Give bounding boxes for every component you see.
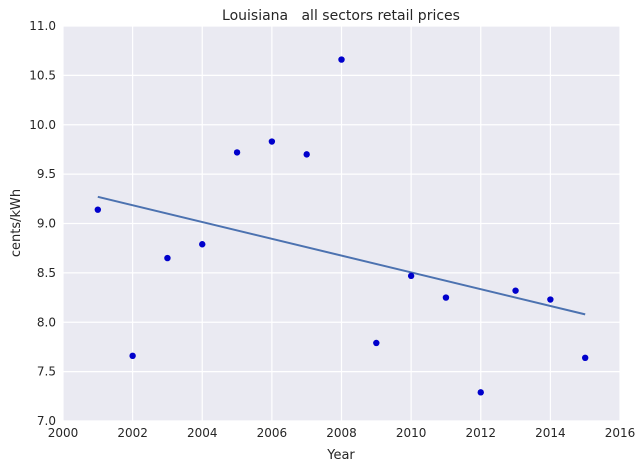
y-tick-label: 10.5	[29, 68, 56, 82]
data-point	[442, 294, 450, 301]
x-tick-label: 2008	[326, 426, 357, 440]
y-tick-label: 11.0	[29, 19, 56, 33]
scatter-points	[94, 56, 589, 396]
y-tick-label: 8.0	[37, 315, 56, 329]
grid-lines	[62, 25, 621, 422]
data-point	[129, 352, 136, 360]
data-point	[199, 241, 206, 248]
y-tick-labels: 7.0 7.5 8.0 8.5 9.0 9.5 10.0 10.5 11.0	[29, 19, 56, 428]
data-point	[547, 296, 554, 303]
y-tick-label: 7.5	[37, 365, 56, 379]
y-tick-label: 8.5	[37, 266, 56, 280]
x-tick-label: 2012	[465, 426, 496, 440]
x-tick-label: 2010	[396, 426, 427, 440]
data-point	[303, 151, 310, 158]
y-tick-label: 7.0	[37, 414, 56, 428]
chart-title: Louisiana all sectors retail prices	[222, 8, 460, 24]
data-point	[164, 254, 171, 262]
x-tick-label: 2016	[605, 426, 636, 440]
x-tick-label: 2014	[535, 426, 566, 440]
data-point	[94, 206, 102, 213]
x-tick-labels: 2000 2002 2004 2006 2008 2010 2012 2014 2016	[48, 426, 636, 440]
data-point	[373, 339, 380, 347]
x-tick-label: 2002	[117, 426, 148, 440]
x-tick-label: 2004	[187, 426, 218, 440]
trend-line-group	[97, 195, 586, 316]
data-point	[477, 389, 484, 396]
data-point	[581, 354, 589, 361]
y-tick-label: 9.5	[37, 167, 56, 181]
y-axis-label: cents/kWh	[9, 189, 24, 257]
data-point	[407, 272, 415, 280]
y-tick-label: 9.0	[37, 217, 56, 231]
x-tick-label: 2006	[257, 426, 288, 440]
x-tick-label: 2000	[48, 426, 79, 440]
x-axis-label: Year	[326, 448, 355, 463]
data-point	[233, 149, 241, 156]
data-point	[338, 56, 345, 63]
trend-line	[97, 195, 586, 316]
y-tick-label: 10.0	[29, 118, 56, 132]
data-point	[268, 138, 276, 145]
data-point	[512, 287, 519, 294]
